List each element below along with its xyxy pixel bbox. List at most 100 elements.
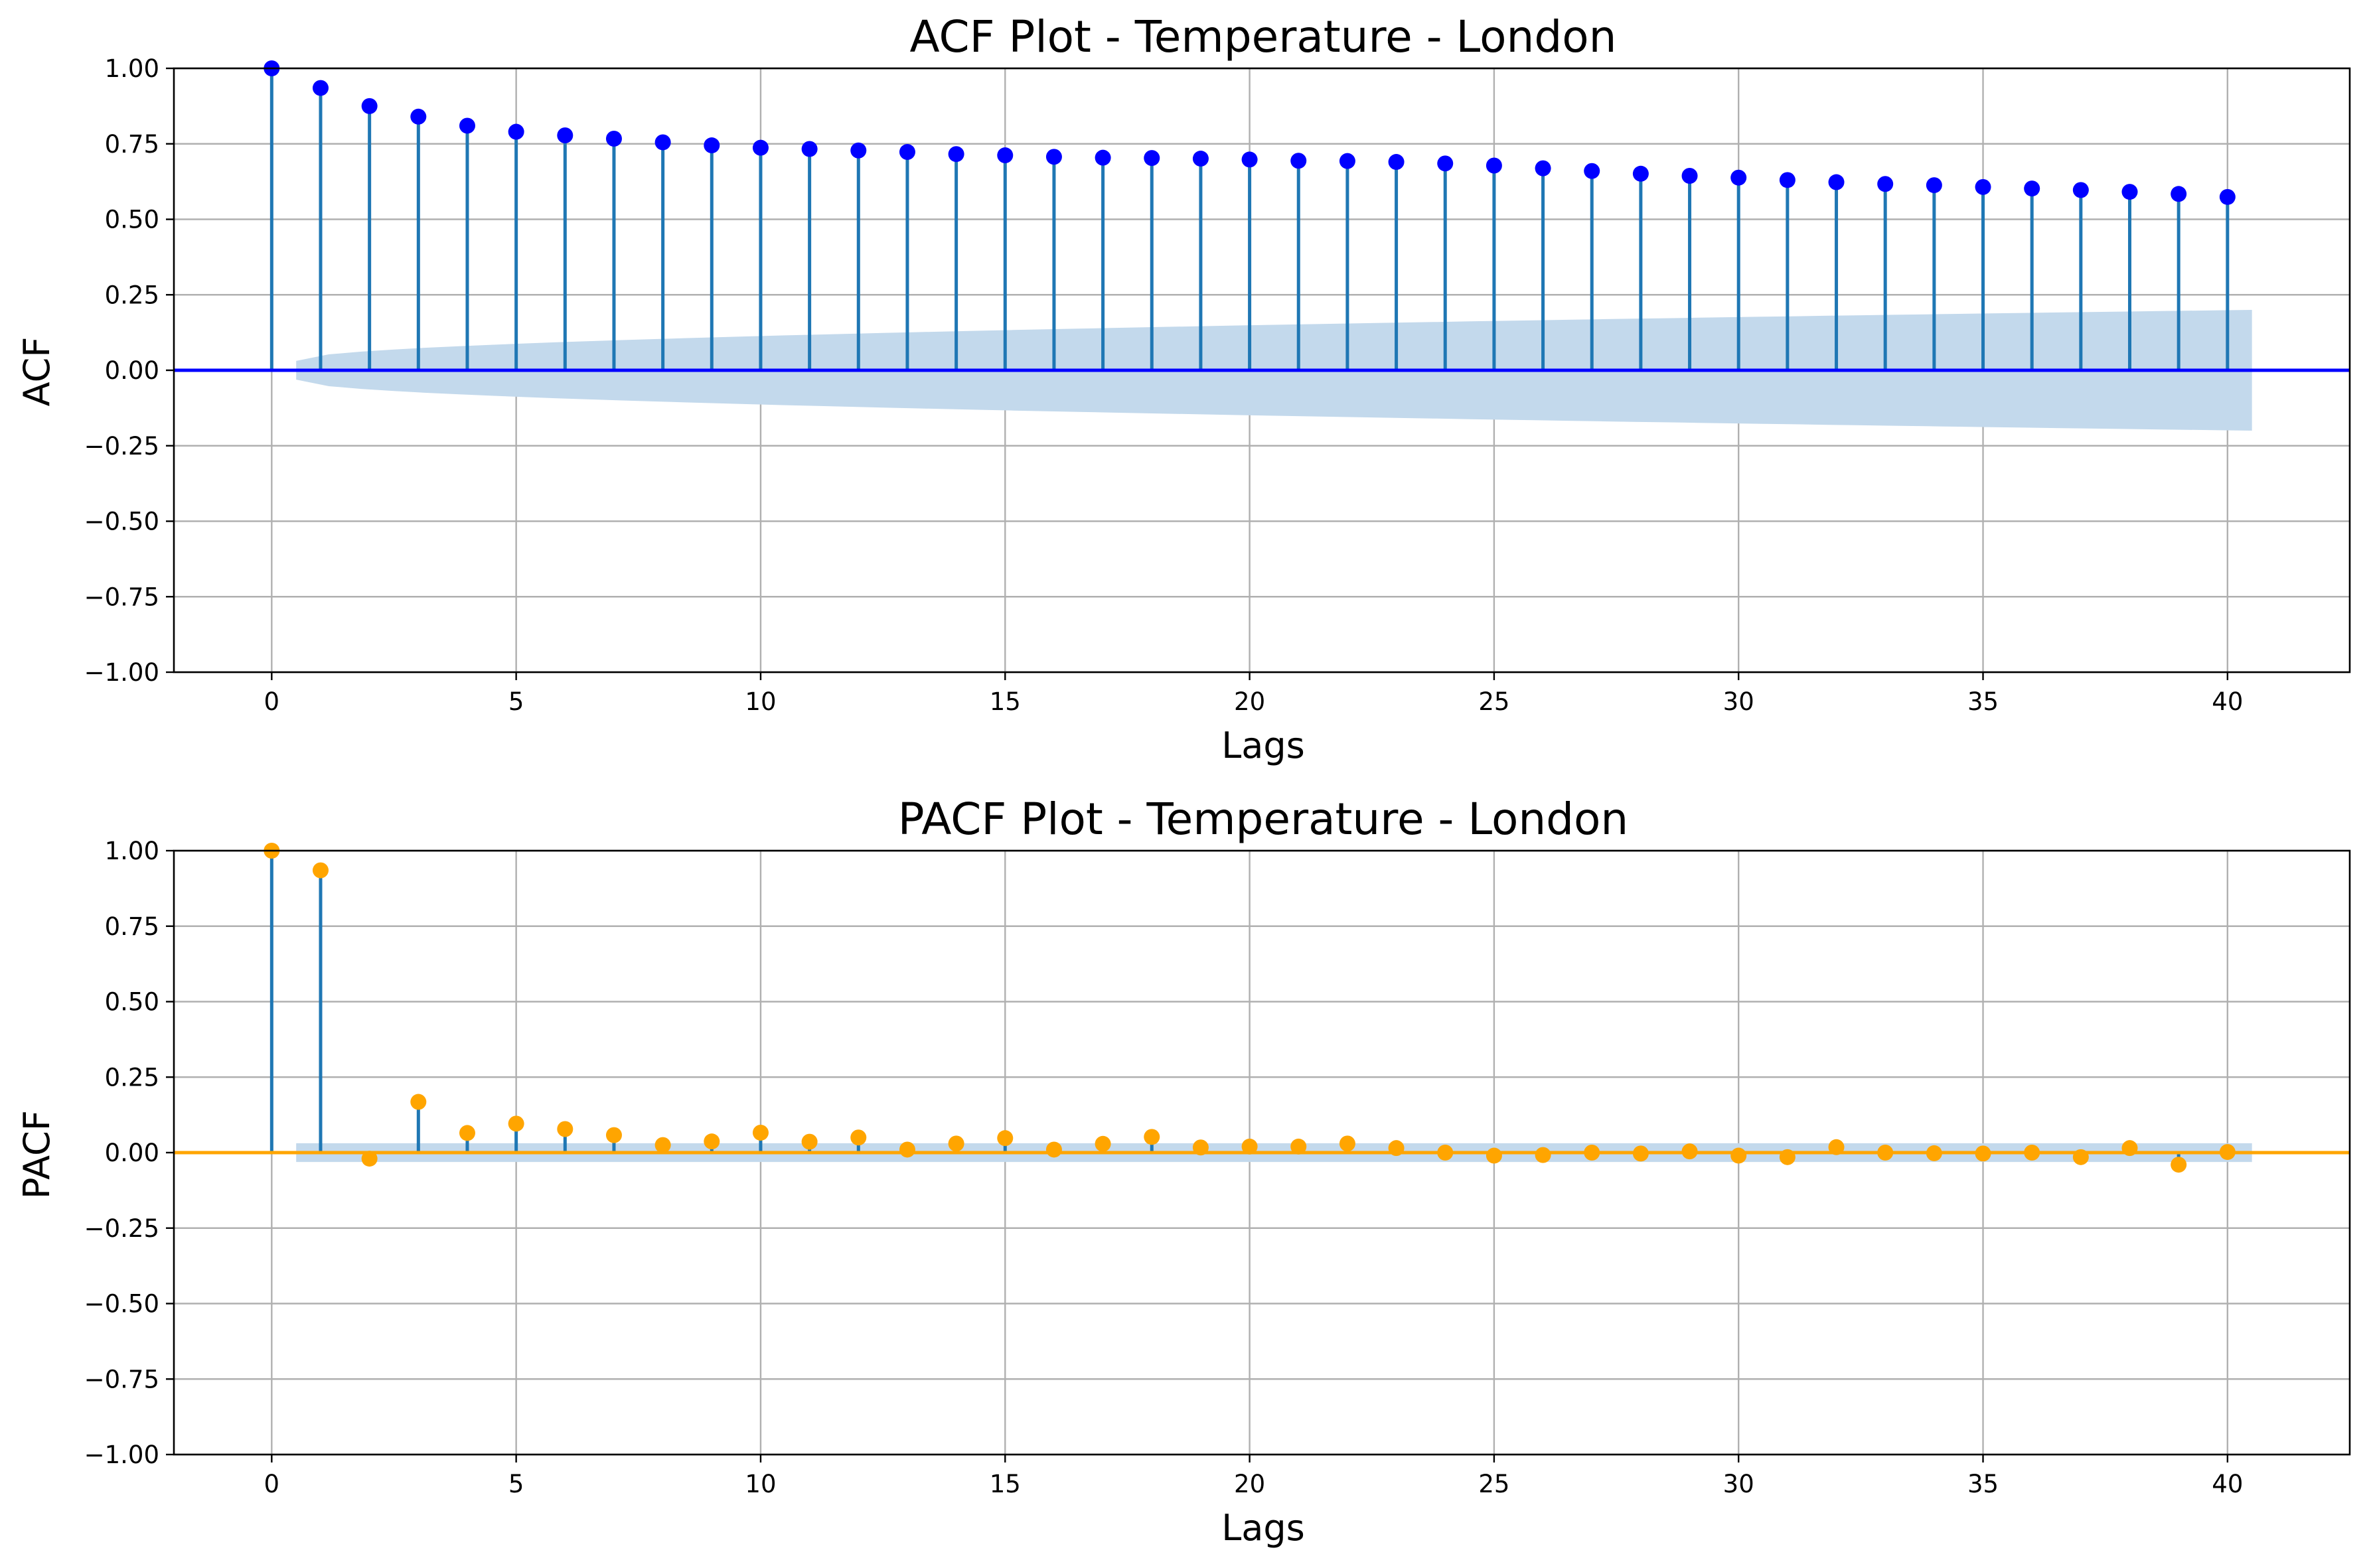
data-point [1975,178,1991,195]
data-point [605,131,622,147]
data-point [1877,176,1894,192]
data-point [1926,1145,1942,1161]
y-tick-label: −0.50 [84,1290,159,1319]
data-point [1388,154,1405,171]
y-tick-label: −0.75 [84,1365,159,1393]
data-point [1681,1143,1698,1160]
data-point [1437,155,1454,172]
data-point [410,108,427,125]
x-tick-label: 35 [1967,1470,1999,1498]
acf-chart: ACF Plot - Temperature - London Lags ACF… [16,11,2351,766]
data-point [1584,163,1600,179]
data-point [1095,1135,1111,1152]
y-tick-label: −1.00 [84,658,159,687]
data-point [1975,1145,1991,1162]
data-point [997,147,1014,164]
data-point [557,127,573,144]
x-tick-label: 5 [508,1470,524,1498]
data-point [1632,165,1649,182]
data-point [1045,149,1062,165]
y-tick-label: 0.75 [105,912,159,941]
x-axis-title: Lags [1221,1507,1305,1549]
data-point [899,144,915,161]
data-point [361,1151,378,1167]
stem-lines [269,68,2230,370]
data-point [1535,160,1551,177]
pacf-plot-area: 0 5 10 15 20 25 30 35 40 1.00 0.75 0.50 0.25 0.00 −0.2… [84,837,2351,1498]
y-tick-label: 0.00 [105,1139,159,1167]
y-tick-label: 0.00 [105,356,159,385]
y-tick-label: 0.25 [105,281,159,309]
acf-plot-area: 0 5 10 15 20 25 30 35 40 1.00 0.75 0.50 0.25 0.00 −0.2… [84,54,2351,716]
data-point [2219,188,2236,205]
data-point [2072,182,2089,198]
x-tick-label: 20 [1234,1470,1265,1498]
ticks: 0 5 10 15 20 25 30 35 40 1.00 0.75 0.50 0.25 0.00 −0.2… [84,54,2244,716]
data-point [1779,1149,1796,1165]
data-point [1290,153,1307,169]
x-tick-label: 20 [1234,687,1265,716]
y-tick-label: 0.75 [105,130,159,159]
data-point [1045,1141,1062,1158]
x-tick-label: 25 [1478,687,1509,716]
data-point [312,862,329,879]
ticks: 0 5 10 15 20 25 30 35 40 1.00 0.75 0.50 0.25 0.00 −0.2… [84,837,2244,1498]
x-tick-label: 40 [2212,687,2243,716]
data-point [361,98,378,114]
data-point [1877,1145,1894,1161]
y-tick-label: 1.00 [105,54,159,83]
x-tick-label: 25 [1478,1470,1509,1498]
data-point [1926,177,1942,194]
data-point [1486,1147,1502,1164]
y-axis-title: ACF [16,337,58,407]
data-point [1486,157,1502,174]
x-axis-title: Lags [1221,725,1305,766]
y-tick-label: 0.25 [105,1063,159,1092]
data-point [1584,1145,1600,1161]
data-point [1241,1138,1258,1155]
data-point [2024,180,2040,197]
data-point [1681,167,1698,184]
data-point [752,1124,769,1141]
data-point [899,1141,915,1158]
data-point [1192,151,1209,167]
data-point [1828,174,1845,190]
data-point [1192,1139,1209,1156]
stem-markers [264,843,2236,1173]
data-point [2024,1145,2040,1161]
data-point [2072,1149,2089,1165]
y-tick-label: 0.50 [105,988,159,1017]
data-point [508,1115,524,1132]
data-point [1339,1135,1355,1152]
y-tick-label: 1.00 [105,837,159,865]
x-tick-label: 5 [508,687,524,716]
data-point [1779,172,1796,188]
y-tick-label: −1.00 [84,1441,159,1469]
y-tick-label: −0.25 [84,432,159,461]
data-point [948,146,964,163]
x-tick-label: 10 [745,1470,776,1498]
data-point [1535,1147,1551,1163]
chart-title: ACF Plot - Temperature - London [910,11,1617,62]
data-point [459,117,475,134]
data-point [1632,1145,1649,1162]
data-point [704,1133,720,1150]
chart-title: PACF Plot - Temperature - London [898,794,1629,845]
data-point [752,139,769,156]
data-point [801,1133,818,1150]
y-tick-label: −0.25 [84,1214,159,1243]
data-point [459,1125,475,1141]
stem-markers [264,60,2236,205]
pacf-chart: PACF Plot - Temperature - London Lags PA… [16,794,2351,1549]
data-point [2219,1144,2236,1161]
data-point [605,1127,622,1143]
data-point [312,80,329,96]
y-tick-label: 0.50 [105,206,159,234]
data-point [508,123,524,140]
data-point [2171,186,2187,202]
data-point [2171,1157,2187,1173]
x-tick-label: 30 [1723,1470,1754,1498]
data-point [948,1135,964,1152]
x-tick-label: 10 [745,687,776,716]
